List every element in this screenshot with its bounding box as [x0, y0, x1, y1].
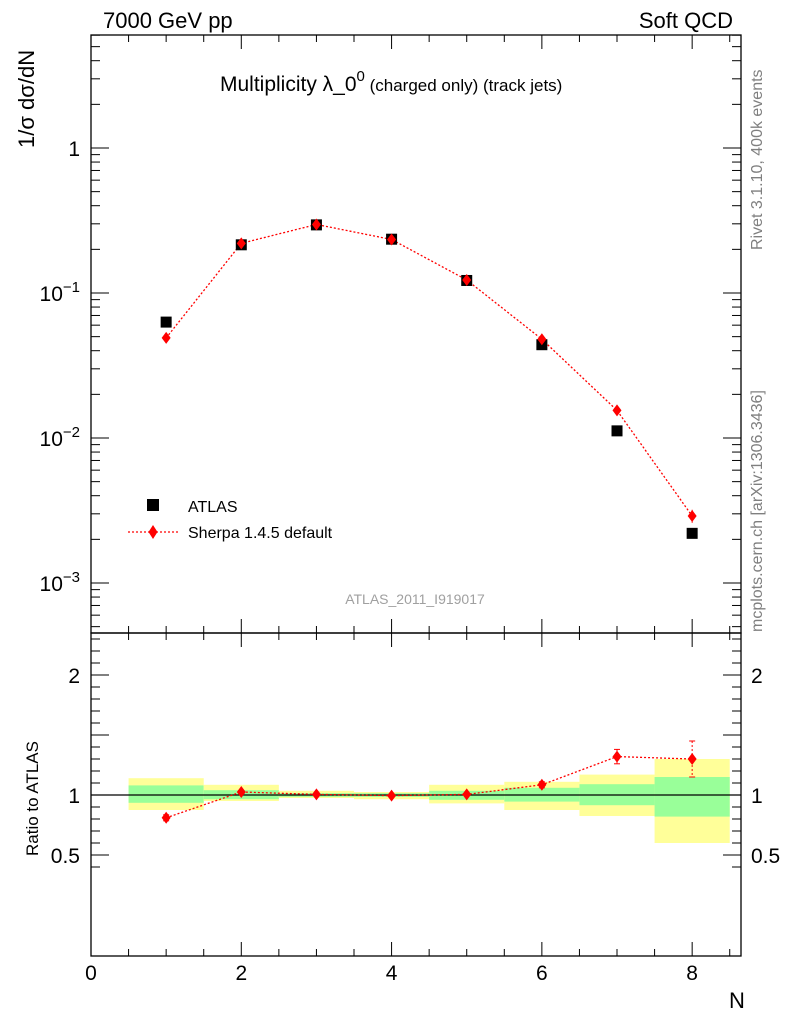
legend: ATLAS Sherpa 1.4.5 default: [128, 499, 333, 542]
ratio-point: [612, 750, 622, 763]
x-tick-label: 2: [235, 962, 247, 985]
y-tick-label: 1: [68, 138, 80, 161]
atlas-point: [611, 425, 623, 437]
sherpa-point: [462, 273, 472, 286]
sherpa-point: [687, 509, 697, 522]
sherpa-point: [387, 233, 397, 246]
ratio-point: [462, 788, 472, 801]
ratio-y-tick-label-left: 2: [68, 665, 80, 688]
ratio-uncertainty-bands: [128, 759, 730, 843]
y-tick-label-base: 10: [40, 573, 63, 596]
ratio-point: [537, 778, 547, 791]
x-tick-label: 4: [386, 962, 398, 985]
x-tick-label: 6: [536, 962, 548, 985]
sherpa-point: [537, 333, 547, 346]
y-tick-label-exponent: −2: [63, 424, 80, 441]
y-tick-label-base: 1: [68, 138, 80, 161]
main-title-text: Multiplicity λ_0: [220, 73, 357, 96]
sherpa-curve: [165, 223, 693, 517]
ratio-point: [387, 789, 397, 802]
y-tick-label-base: 10: [40, 283, 63, 306]
ratio-ylabel: Ratio to ATLAS: [23, 741, 42, 856]
mcplots-reference-label: mcplots.cern.ch [arXiv:1306.3436]: [749, 390, 766, 632]
x-tick-label: 8: [686, 962, 698, 985]
y-tick-label-exponent: −3: [63, 569, 80, 586]
main-frame: [90, 34, 742, 634]
main-title-superscript: 0: [357, 68, 365, 85]
ratio-point: [161, 811, 171, 824]
ratio-y-tick-label-right: 1: [751, 785, 763, 808]
x-tick-label: 0: [85, 962, 97, 985]
ratio-data-series: [161, 740, 697, 824]
y-tick-label: 10−1: [40, 279, 80, 306]
ratio-y-tick-label-left: 0.5: [51, 845, 80, 868]
ratio-y-tick-label-right: 0.5: [751, 845, 780, 868]
ratio-inner-band: [128, 785, 204, 803]
ratio-point: [236, 786, 246, 798]
y-tick-label: 10−2: [40, 424, 80, 451]
legend-sherpa-marker: [148, 525, 158, 539]
rivet-version-label: Rivet 3.1.10, 400k events: [749, 69, 766, 250]
sherpa-point: [612, 404, 622, 417]
ratio-point: [311, 788, 321, 801]
main-title: Multiplicity λ_00 (charged only) (track …: [220, 68, 562, 96]
main-ylabel: 1/σ dσ/dN: [14, 50, 39, 148]
analysis-watermark: ATLAS_2011_I919017: [345, 591, 485, 607]
ratio-y-tick-label-left: 1: [68, 785, 80, 808]
y-tick-label-exponent: −1: [63, 279, 80, 296]
sherpa-point: [236, 237, 246, 250]
ratio-y-tick-label-right: 2: [751, 665, 763, 688]
sherpa-point: [161, 331, 171, 344]
sherpa-point: [311, 218, 321, 231]
atlas-point: [686, 527, 698, 539]
y-tick-label: 10−3: [40, 569, 80, 596]
y-tick-label-base: 10: [40, 428, 63, 451]
main-title-subtitle: (charged only) (track jets): [365, 76, 562, 95]
header-right-label: Soft QCD: [639, 8, 733, 33]
legend-atlas-marker: [147, 499, 159, 511]
header-left-label: 7000 GeV pp: [103, 8, 233, 33]
main-data-series: [160, 218, 698, 539]
ratio-inner-band: [654, 777, 730, 817]
atlas-point: [160, 316, 172, 328]
legend-atlas-label: ATLAS: [188, 499, 238, 516]
ratio-point: [687, 753, 697, 765]
legend-sherpa-label: Sherpa 1.4.5 default: [188, 525, 333, 542]
ratio-xlabel: N: [729, 988, 745, 1013]
